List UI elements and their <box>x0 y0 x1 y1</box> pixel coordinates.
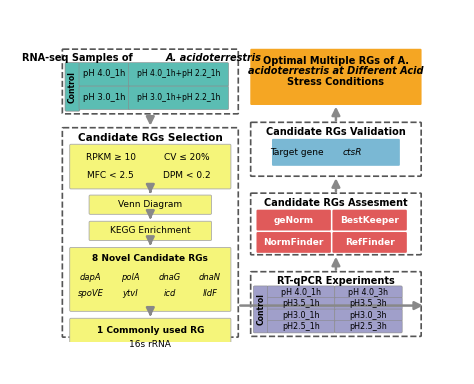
Text: pH2.5_1h: pH2.5_1h <box>282 322 320 331</box>
Text: pH 4.0_3h: pH 4.0_3h <box>348 288 389 296</box>
FancyBboxPatch shape <box>70 318 231 356</box>
Text: NormFinder: NormFinder <box>264 238 324 247</box>
Text: geNorm: geNorm <box>273 215 314 225</box>
Text: A. acidoterrestris: A. acidoterrestris <box>166 53 262 63</box>
FancyBboxPatch shape <box>335 321 402 333</box>
Text: dapA: dapA <box>80 273 101 281</box>
Text: dnaG: dnaG <box>159 273 181 281</box>
FancyBboxPatch shape <box>335 298 402 310</box>
Text: CV ≤ 20%: CV ≤ 20% <box>164 153 210 162</box>
FancyBboxPatch shape <box>70 247 231 311</box>
FancyBboxPatch shape <box>256 210 331 230</box>
Text: lldF: lldF <box>202 289 218 298</box>
Text: pH3.5_1h: pH3.5_1h <box>282 299 320 308</box>
Text: pH2.5_3h: pH2.5_3h <box>350 322 387 331</box>
FancyBboxPatch shape <box>251 122 421 176</box>
FancyBboxPatch shape <box>79 86 129 109</box>
FancyBboxPatch shape <box>89 195 211 214</box>
FancyBboxPatch shape <box>267 321 335 333</box>
Text: pH 4.0_1h+pH 2.2_1h: pH 4.0_1h+pH 2.2_1h <box>137 70 220 78</box>
Text: KEGG Enrichment: KEGG Enrichment <box>110 227 191 235</box>
FancyBboxPatch shape <box>251 193 421 255</box>
Text: icd: icd <box>164 289 176 298</box>
Text: 1 Commonly used RG: 1 Commonly used RG <box>97 326 204 335</box>
Text: acidoterrestris at Different Acid: acidoterrestris at Different Acid <box>248 66 424 76</box>
FancyBboxPatch shape <box>256 232 331 253</box>
Text: Control: Control <box>256 293 265 325</box>
FancyBboxPatch shape <box>272 139 400 166</box>
Text: Control: Control <box>68 71 77 103</box>
Text: pH3.0_3h: pH3.0_3h <box>350 311 387 320</box>
Text: DPM < 0.2: DPM < 0.2 <box>163 171 210 180</box>
Text: dnaN: dnaN <box>199 273 221 281</box>
Text: pH3.0_1h: pH3.0_1h <box>283 311 320 320</box>
Text: polA: polA <box>121 273 140 281</box>
Text: spoVE: spoVE <box>78 289 104 298</box>
FancyBboxPatch shape <box>332 232 407 253</box>
Text: MFC < 2.5: MFC < 2.5 <box>87 171 134 180</box>
FancyBboxPatch shape <box>254 286 268 333</box>
FancyBboxPatch shape <box>250 49 421 105</box>
Text: ytvI: ytvI <box>123 289 138 298</box>
FancyBboxPatch shape <box>332 210 407 230</box>
Text: ctsR: ctsR <box>342 148 362 157</box>
FancyBboxPatch shape <box>251 272 421 336</box>
Text: Venn Diagram: Venn Diagram <box>118 200 182 209</box>
Text: BestKeeper: BestKeeper <box>340 215 399 225</box>
FancyBboxPatch shape <box>89 221 211 240</box>
Text: RPKM ≥ 10: RPKM ≥ 10 <box>86 153 136 162</box>
FancyBboxPatch shape <box>267 298 335 310</box>
Text: RT-qPCR Experiments: RT-qPCR Experiments <box>277 276 395 286</box>
FancyBboxPatch shape <box>335 309 402 321</box>
Text: pH3.5_3h: pH3.5_3h <box>350 299 387 308</box>
FancyBboxPatch shape <box>63 49 238 114</box>
Text: pH 3.0_1h: pH 3.0_1h <box>83 93 126 103</box>
Text: RNA-seq Samples of: RNA-seq Samples of <box>22 53 137 63</box>
FancyBboxPatch shape <box>63 128 238 337</box>
Text: pH 4.0_1h: pH 4.0_1h <box>281 288 321 296</box>
Text: 8 Novel Candidate RGs: 8 Novel Candidate RGs <box>92 254 208 263</box>
Text: Candidate RGs Validation: Candidate RGs Validation <box>266 127 406 137</box>
FancyBboxPatch shape <box>267 286 335 298</box>
FancyBboxPatch shape <box>79 63 129 86</box>
FancyBboxPatch shape <box>335 286 402 298</box>
Text: pH 3.0_1h+pH 2.2_1h: pH 3.0_1h+pH 2.2_1h <box>137 93 220 103</box>
Text: 16s rRNA: 16s rRNA <box>129 339 171 349</box>
Text: Stress Conditions: Stress Conditions <box>287 77 384 87</box>
Text: pH 4.0_1h: pH 4.0_1h <box>83 70 126 78</box>
Text: Target gene: Target gene <box>270 148 327 157</box>
Text: Optimal Multiple RGs of A.: Optimal Multiple RGs of A. <box>263 56 409 66</box>
Text: RefFinder: RefFinder <box>345 238 394 247</box>
Text: Candidate RGs Selection: Candidate RGs Selection <box>78 133 223 143</box>
Text: Candidate RGs Assesment: Candidate RGs Assesment <box>264 198 408 208</box>
FancyBboxPatch shape <box>70 144 231 189</box>
FancyBboxPatch shape <box>128 63 228 86</box>
FancyBboxPatch shape <box>128 86 228 109</box>
FancyBboxPatch shape <box>267 309 335 321</box>
FancyBboxPatch shape <box>65 63 80 111</box>
